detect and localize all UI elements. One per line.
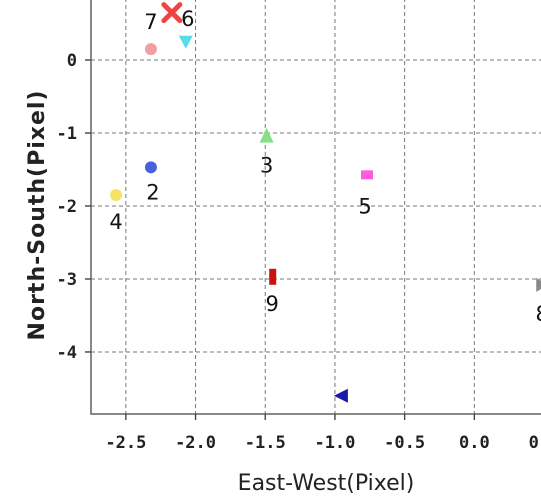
point-label-8: 8 [536,302,541,326]
data-point-3 [259,127,274,143]
y-tick-label: -4 [57,343,77,363]
point-label-2: 2 [146,180,159,204]
data-point-6 [178,35,193,49]
point-labels: 2 3 4 5 67 8 9 [109,7,541,326]
y-tick-label: -2 [57,197,77,217]
point-label-9: 9 [266,292,279,316]
data-point-2 [144,161,157,174]
y-axis-title: North-South(Pixel) [25,90,50,341]
data-point-9 [269,268,277,285]
x-axis-title: East-West(Pixel) [238,471,415,496]
x-tick-label: 0.5 [529,433,541,453]
data-points [110,2,541,403]
data-point-6 [161,2,183,24]
data-point-5 [361,170,373,180]
x-tick-label: -1.0 [314,433,355,453]
grid-lines [91,0,541,414]
point-label-7: 7 [144,10,157,34]
x-tick-label: -2.5 [105,433,146,453]
data-point-4 [110,189,123,202]
data-point-7 [144,43,157,56]
data-point-8 [536,277,541,292]
data-point-1 [333,388,348,403]
point-label-6: 6 [181,7,194,31]
x-tick-label: 0.0 [459,433,490,453]
x-tick-label: -0.5 [384,433,425,453]
y-tick-label: -3 [57,270,77,290]
y-tick-label: 0 [67,51,77,71]
point-label-4: 4 [109,210,122,234]
x-tick-label: -2.0 [175,433,216,453]
x-tick-label: -1.5 [245,433,286,453]
point-label-3: 3 [260,154,273,178]
axis-ticks: -2.5 -2.0 -1.5 -1.0 -0.5 0.0 0.5 0 -1 -2 -3 -4 [57,51,541,453]
y-tick-label: -1 [57,124,77,144]
point-label-5: 5 [358,194,371,218]
